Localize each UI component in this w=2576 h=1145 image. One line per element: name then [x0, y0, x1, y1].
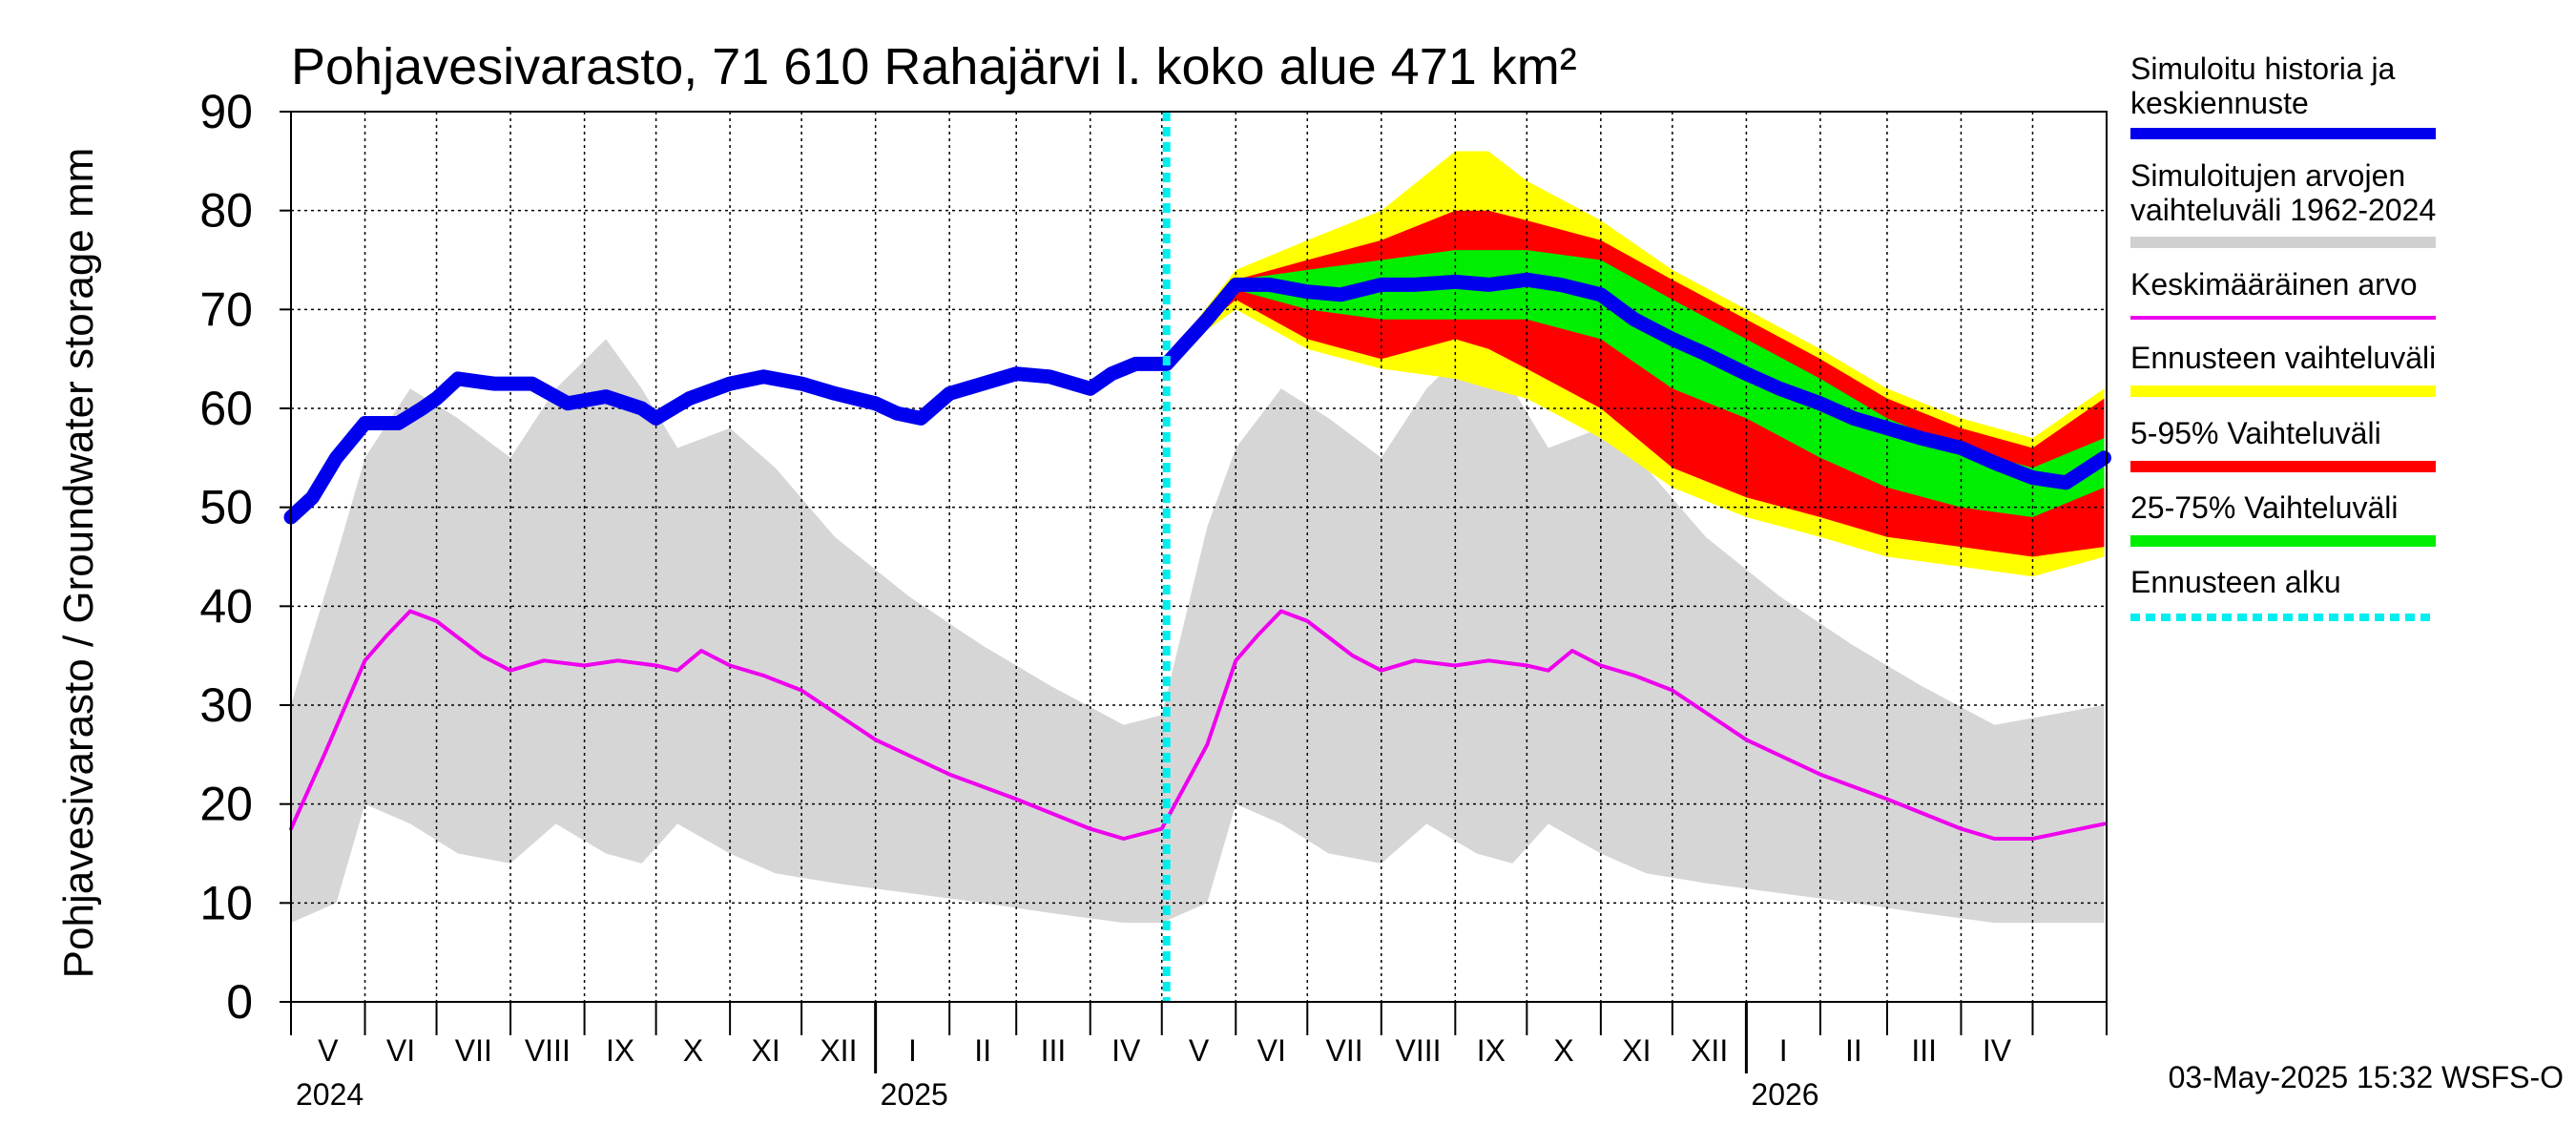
- band-0: [291, 339, 2105, 924]
- x-year-label: 2026: [1751, 1077, 1818, 1112]
- x-month-label: VI: [386, 1033, 415, 1068]
- x-month-label: IV: [1983, 1033, 2012, 1068]
- x-axis: V VI VII VIII IX X XI XII I II III IV V VI VII VIII IX X X…: [290, 1002, 2108, 1112]
- legend-label-1: Simuloitujen arvojen vaihteluväli 1962-20…: [2130, 158, 2436, 227]
- x-month-label: III: [1041, 1033, 1067, 1068]
- x-month-label: XI: [752, 1033, 780, 1068]
- y-tick-label: 10: [199, 876, 253, 929]
- x-month-label: II: [1845, 1033, 1862, 1068]
- legend-label-2: Keskimääräinen arvo: [2130, 267, 2418, 302]
- x-month-label: X: [1553, 1033, 1573, 1068]
- y-tick-label: 70: [199, 282, 253, 336]
- x-month-label: III: [1911, 1033, 1937, 1068]
- y-tick-label: 30: [199, 678, 253, 732]
- legend-label-3: Ennusteen vaihteluväli: [2130, 341, 2436, 375]
- x-month-label: IV: [1111, 1033, 1141, 1068]
- plot-frame: [290, 111, 2108, 1003]
- x-month-label: XII: [820, 1033, 857, 1068]
- x-month-label: VIII: [525, 1033, 571, 1068]
- x-month-label: XII: [1691, 1033, 1728, 1068]
- x-year-label: 2024: [296, 1077, 364, 1112]
- y-tick-label: 80: [199, 184, 253, 238]
- series-line-1: [289, 609, 2107, 841]
- legend-label-5: 25-75% Vaihteluväli: [2130, 490, 2398, 525]
- x-month-label: IX: [606, 1033, 634, 1068]
- x-month-label: V: [1189, 1033, 1210, 1068]
- x-month-label: IX: [1477, 1033, 1506, 1068]
- timestamp: 03-May-2025 15:32 WSFS-O: [2169, 1060, 2564, 1094]
- lines-layer: [283, 112, 2111, 1002]
- legend-label-6: Ennusteen alku: [2130, 565, 2341, 599]
- x-month-label: VII: [455, 1033, 492, 1068]
- legend: Simuloitu historia ja keskiennuste Simuloi…: [2130, 52, 2436, 621]
- series-line-0: [283, 272, 2111, 525]
- x-month-label: V: [318, 1033, 339, 1068]
- y-tick-label: 20: [199, 778, 253, 831]
- x-month-label: I: [1779, 1033, 1788, 1068]
- x-month-label: VI: [1257, 1033, 1286, 1068]
- y-tick-label: 50: [199, 481, 253, 534]
- y-axis-label: Pohjavesivarasto / Groundwater storage m…: [55, 148, 102, 979]
- grid-layer: [291, 112, 2107, 1002]
- y-tick-label: 40: [199, 579, 253, 633]
- legend-label-0: Simuloitu historia ja keskiennuste: [2130, 52, 2396, 120]
- band-3: [1166, 250, 2105, 517]
- x-month-label: X: [683, 1033, 703, 1068]
- x-month-label: VII: [1325, 1033, 1362, 1068]
- bands-layer: [291, 151, 2105, 924]
- chart-title: Pohjavesivarasto, 71 610 Rahajärvi l. ko…: [291, 38, 1577, 95]
- y-ticks: 0 10 20 30 40 50 60 70 80 90: [199, 85, 291, 1029]
- y-tick-label: 90: [199, 85, 253, 138]
- x-month-label: VIII: [1396, 1033, 1442, 1068]
- x-month-label: XI: [1622, 1033, 1651, 1068]
- y-tick-label: 60: [199, 382, 253, 435]
- x-month-label: II: [974, 1033, 991, 1068]
- x-month-label: I: [908, 1033, 917, 1068]
- legend-label-4: 5-95% Vaihteluväli: [2130, 416, 2381, 450]
- y-tick-label: 0: [226, 975, 253, 1029]
- x-year-label: 2025: [881, 1077, 948, 1112]
